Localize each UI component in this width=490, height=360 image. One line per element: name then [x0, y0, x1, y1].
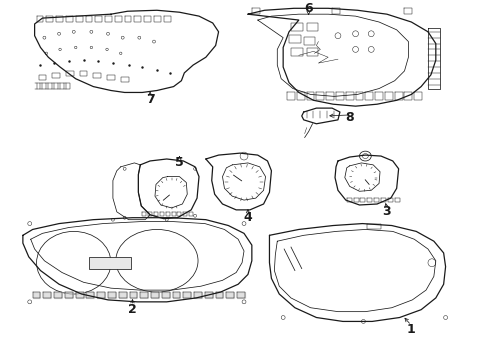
Bar: [52, 73, 60, 78]
Polygon shape: [237, 292, 245, 298]
Text: 5: 5: [175, 156, 184, 170]
Polygon shape: [97, 292, 105, 298]
Polygon shape: [44, 292, 51, 298]
Polygon shape: [172, 292, 180, 298]
Polygon shape: [140, 292, 148, 298]
Polygon shape: [162, 292, 170, 298]
Polygon shape: [54, 292, 62, 298]
Polygon shape: [129, 292, 137, 298]
Text: 6: 6: [304, 2, 313, 15]
Polygon shape: [151, 292, 159, 298]
Polygon shape: [33, 292, 41, 298]
Bar: [121, 77, 128, 82]
Text: 4: 4: [244, 211, 252, 224]
Bar: [291, 49, 303, 56]
Text: 1: 1: [407, 323, 416, 336]
Polygon shape: [65, 292, 73, 298]
Text: 2: 2: [128, 303, 137, 316]
Polygon shape: [194, 292, 202, 298]
Polygon shape: [76, 292, 84, 298]
Polygon shape: [86, 292, 94, 298]
Bar: [107, 75, 115, 80]
Bar: [304, 37, 316, 45]
Polygon shape: [183, 292, 191, 298]
Text: 8: 8: [345, 111, 354, 125]
Polygon shape: [216, 292, 223, 298]
Bar: [289, 35, 301, 42]
Bar: [307, 49, 318, 56]
Text: 7: 7: [146, 93, 154, 106]
Bar: [307, 23, 318, 31]
Bar: [80, 71, 87, 76]
Bar: [93, 73, 101, 78]
Text: 3: 3: [383, 205, 391, 218]
Bar: [291, 23, 303, 31]
Bar: [89, 257, 130, 269]
Bar: [39, 75, 47, 80]
Polygon shape: [108, 292, 116, 298]
Bar: [66, 71, 74, 76]
Polygon shape: [205, 292, 213, 298]
Polygon shape: [226, 292, 234, 298]
Polygon shape: [119, 292, 126, 298]
